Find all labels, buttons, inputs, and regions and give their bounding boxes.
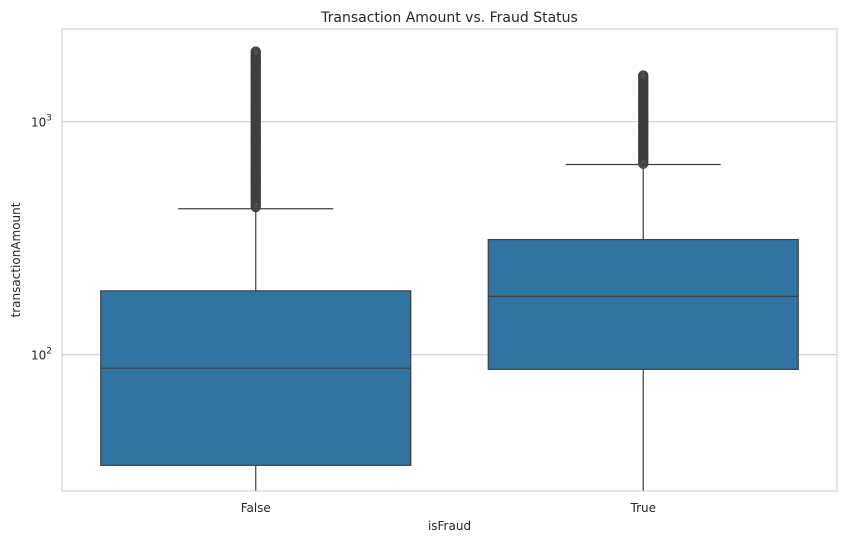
box-group-false: [100, 46, 412, 491]
y-tick-labels: 102 103: [31, 114, 52, 363]
x-axis-label: isFraud: [428, 519, 471, 533]
x-tick-labels: False True: [241, 501, 656, 515]
outlier-point: [638, 80, 649, 92]
outlier-point: [250, 46, 261, 57]
chart-title: Transaction Amount vs. Fraud Status: [320, 10, 578, 26]
box-group-true: [487, 70, 799, 491]
x-tick-label: True: [630, 501, 657, 515]
iqr-box: [487, 238, 799, 370]
boxes-layer: [100, 46, 799, 491]
y-axis-label: transactionAmount: [9, 202, 23, 317]
outlier-point: [638, 70, 649, 81]
outlier-point: [250, 57, 261, 68]
y-tick-label: 103: [31, 114, 52, 130]
y-tick-label: 102: [31, 347, 52, 363]
x-tick-label: False: [241, 501, 271, 515]
plot-frame: [61, 28, 838, 492]
iqr-box: [100, 290, 412, 466]
